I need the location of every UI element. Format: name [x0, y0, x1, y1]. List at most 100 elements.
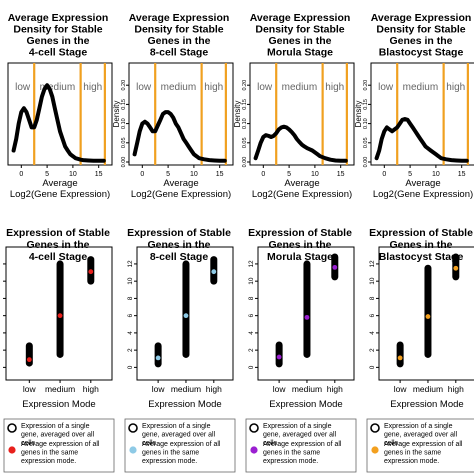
legend-single-gene-icon [7, 423, 17, 433]
plot-frame [257, 246, 355, 381]
density-title-line: Blastocyst Stage [379, 47, 464, 59]
mode-title-line: Morula Stage [267, 251, 333, 263]
y-tick-label: 0 [127, 365, 134, 369]
mean-point-low [155, 355, 161, 361]
x-tick-label: 10 [69, 171, 77, 178]
x-tick-label: 5 [408, 171, 412, 178]
y-tick-label: 2 [127, 348, 134, 352]
plot-frame [370, 62, 474, 166]
mode-title-line: 8-cell Stage [150, 251, 209, 263]
y-tick-label: 0.10 [121, 118, 127, 129]
y-tick-label: 6 [127, 313, 134, 317]
region-label: medium [403, 82, 439, 93]
plot-frame [378, 246, 474, 381]
y-tick-label: 12 [369, 260, 376, 268]
y-tick-label: 0.05 [242, 137, 248, 148]
legend-single-gene-icon [370, 423, 380, 433]
mean-point-high [211, 269, 217, 275]
legend-mean-text: genes in the same [142, 450, 199, 457]
mean-point-medium [183, 313, 189, 319]
y-tick-label: 0.00 [363, 157, 369, 168]
y-tick-label: 10 [248, 277, 255, 285]
y-axis-label: Density [112, 101, 121, 128]
density-title-line: 4-cell Stage [29, 47, 88, 59]
y-tick-label: 0.20 [121, 80, 127, 91]
legend-single-gene-text: cells. [384, 440, 400, 447]
legend-mean-text: genes in the same [384, 450, 441, 457]
x-tick-label: 0 [19, 171, 23, 178]
category-label: low [152, 384, 166, 394]
legend-box [245, 418, 357, 473]
legend-mean-icon [8, 446, 16, 454]
density-title-line: Morula Stage [267, 47, 333, 59]
x-axis-label: Expression Mode [148, 399, 221, 410]
density-title-line: Average Expression [8, 12, 109, 24]
region-label: high [446, 82, 465, 93]
category-label: medium [45, 384, 75, 394]
legend-single-gene-text: cells. [21, 440, 37, 447]
density-curve [253, 124, 348, 163]
x-tick-label: 5 [287, 171, 291, 178]
y-tick-label: 2 [369, 348, 376, 352]
legend-single-gene-text: cells. [142, 440, 158, 447]
y-tick-label: 0.00 [121, 157, 127, 168]
legend-mean-text: genes in the same [21, 450, 78, 457]
region-label: low [257, 82, 273, 93]
density-title-line: Genes in the [268, 35, 331, 47]
x-tick-label: 10 [190, 171, 198, 178]
legend-mean-text: Average expression of all [263, 441, 342, 448]
plot-frame [5, 246, 113, 381]
y-tick-label: 6 [248, 313, 255, 317]
x-tick-label: 0 [382, 171, 386, 178]
x-tick-label: 0 [140, 171, 144, 178]
x-axis-label: Log2(Gene Expression) [373, 189, 473, 200]
density-title-line: Average Expression [250, 12, 351, 24]
legend-mean-text: genes in the same [263, 450, 320, 457]
mode-title-line: Expression of Stable [6, 227, 110, 239]
legend-mean-text: expression mode. [384, 458, 439, 465]
legend-mean-icon [250, 446, 258, 454]
category-label: medium [171, 384, 201, 394]
region-label: high [83, 82, 102, 93]
mode-title-line: Genes in the [147, 239, 210, 251]
plot-frame [136, 246, 234, 381]
legend-single-gene-text: gene, averaged over all [21, 432, 95, 439]
y-axis-label: Density [354, 101, 363, 128]
legend-single-gene-text: Expression of a single [263, 423, 332, 430]
mode-title-line: Genes in the [268, 239, 331, 251]
mean-point-low [26, 357, 32, 363]
x-axis-label: Log2(Gene Expression) [10, 189, 110, 200]
density-title-line: Density for Stable [13, 24, 102, 36]
legend-mean-text: expression mode. [263, 458, 318, 465]
mean-point-low [397, 355, 403, 361]
legend-mean-text: expression mode. [142, 458, 197, 465]
mode-title-line: Genes in the [389, 239, 452, 251]
x-tick-label: 10 [311, 171, 319, 178]
y-tick-label: 4 [248, 331, 255, 335]
category-label: high [206, 384, 222, 394]
density-curve [11, 83, 106, 163]
density-title-line: 8-cell Stage [150, 47, 209, 59]
mode-title-line: Expression of Stable [127, 227, 231, 239]
y-tick-label: 0 [248, 365, 255, 369]
category-label: medium [292, 384, 322, 394]
x-tick-label: 5 [45, 171, 49, 178]
density-title-line: Density for Stable [134, 24, 223, 36]
density-title-line: Average Expression [129, 12, 230, 24]
y-tick-label: 0.00 [242, 157, 248, 168]
legend-box [366, 418, 474, 473]
legend-single-gene-text: cells. [263, 440, 279, 447]
mean-point-low [276, 354, 282, 360]
region-label: medium [40, 82, 76, 93]
legend-mean-icon [129, 446, 137, 454]
y-tick-label: 0.20 [363, 80, 369, 91]
legend-single-gene-text: gene, averaged over all [142, 432, 216, 439]
x-axis-label: Average [405, 178, 440, 189]
legend-single-gene-icon [128, 423, 138, 433]
